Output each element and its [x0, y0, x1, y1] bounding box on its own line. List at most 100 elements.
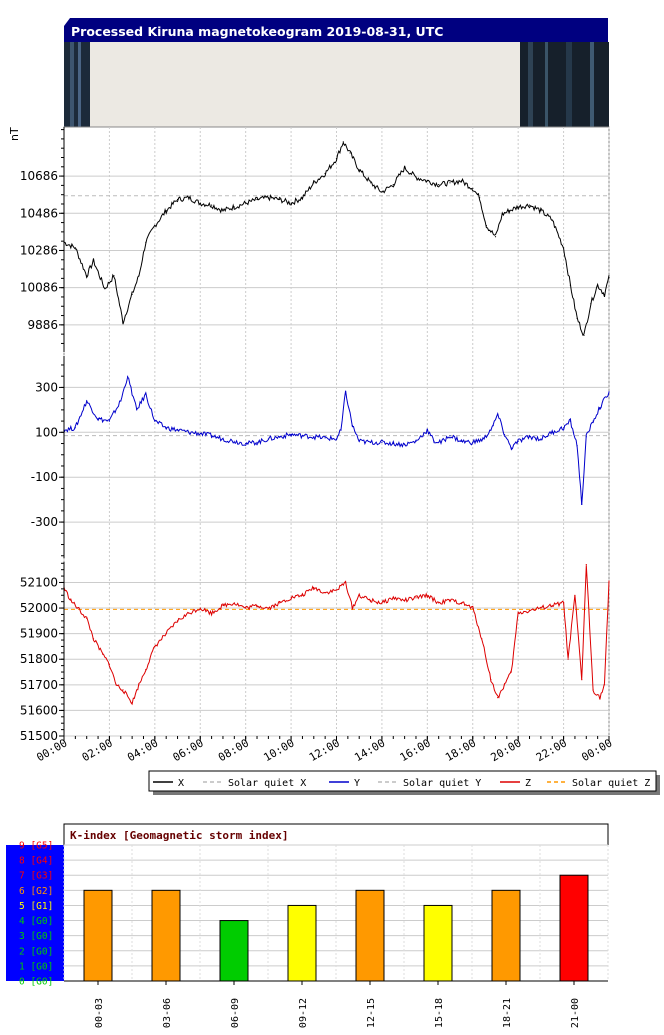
k-scale-label: 4 [G0]: [19, 916, 53, 927]
title-bar-bg: [64, 18, 608, 42]
data-point-x: [381, 191, 383, 193]
data-point-y: [245, 442, 247, 445]
x-tick-label: 14:00: [352, 736, 387, 764]
data-point-x: [501, 213, 503, 215]
data-point-z: [256, 604, 258, 607]
x-tick-label: 22:00: [534, 736, 569, 764]
data-point-z: [567, 658, 569, 660]
data-point-x: [92, 260, 95, 262]
data-panels: 9886 10086 10286 10486 10686 -300 -100 100 300 51…: [20, 127, 610, 743]
data-point-y: [381, 441, 383, 443]
data-point-z: [517, 612, 519, 614]
data-point-y: [404, 444, 406, 446]
x-tick-label: 20:00: [488, 736, 523, 764]
data-point-y: [528, 436, 531, 438]
panel-z: 51500 51600 51700 51800 51900 52000 52100: [20, 562, 610, 743]
data-point-x: [597, 284, 599, 286]
data-point-y: [176, 429, 179, 431]
data-point-x: [154, 225, 156, 227]
data-point-z: [528, 610, 531, 612]
data-point-y: [563, 427, 565, 429]
k-scale-label: 6 [G2]: [19, 886, 53, 897]
data-point-z: [267, 607, 269, 609]
data-point-x: [313, 182, 315, 184]
y-tick-label: 52100: [20, 575, 58, 589]
keogram-right-streak: [590, 42, 594, 127]
data-point-z: [404, 599, 406, 602]
data-point-z: [108, 663, 110, 666]
data-point-y: [324, 437, 326, 439]
legend-item: Z: [500, 778, 531, 789]
k-index-title: K-index [Geomagnetic storm index]: [70, 829, 289, 842]
k-scale-label: 7 [G3]: [19, 871, 53, 882]
data-point-x: [576, 317, 578, 320]
data-point-x: [267, 197, 269, 199]
legend: X Solar quiet X Y Solar quiet Y Z Solar quiet…: [148, 770, 660, 795]
data-point-y: [340, 429, 342, 431]
data-point-z: [392, 597, 394, 599]
data-point-z: [131, 702, 133, 704]
data-point-z: [70, 599, 72, 602]
data-point-x: [145, 241, 147, 243]
x-tick-label: 12:00: [307, 736, 342, 764]
y-tick-label: 10086: [20, 281, 58, 295]
keogram-background: [64, 42, 609, 127]
keogram-strip: [64, 42, 609, 127]
data-point-y: [290, 434, 292, 436]
chart-title: Processed Kiruna magnetokeogram 2019-08-…: [71, 24, 443, 39]
data-point-x: [551, 219, 553, 221]
k-category-label: 18-21: [502, 998, 513, 1028]
data-point-z: [581, 679, 583, 681]
panel-y: -300 -100 100 300: [31, 356, 610, 558]
data-point-x: [508, 210, 510, 212]
data-point-x: [449, 182, 451, 184]
data-point-z: [574, 594, 576, 596]
data-point-z: [540, 607, 542, 609]
k-category-label: 03-06: [162, 998, 173, 1028]
k-index-bar: [491, 889, 521, 982]
keogram-right-image: [520, 42, 609, 127]
data-point-y: [154, 420, 156, 422]
data-point-x: [608, 277, 610, 279]
k-index-bar: [559, 874, 589, 982]
data-point-z: [245, 607, 247, 609]
title-bar: Processed Kiruna magnetokeogram 2019-08-…: [64, 18, 608, 42]
data-point-z: [279, 602, 281, 604]
y-tick-label: 300: [35, 380, 58, 394]
data-point-y: [335, 438, 338, 440]
data-point-z: [77, 607, 79, 609]
data-point-x: [583, 334, 585, 336]
k-category-label: 21-00: [570, 998, 581, 1028]
k-index-bar: [287, 904, 317, 982]
data-point-z: [301, 594, 303, 596]
data-point-y: [301, 435, 303, 437]
x-tick-label: 08:00: [216, 736, 251, 764]
data-point-x: [540, 210, 542, 212]
legend-label: Y: [354, 778, 360, 789]
data-point-z: [563, 602, 565, 604]
data-point-x: [569, 284, 572, 286]
data-point-z: [503, 684, 506, 686]
data-point-x: [104, 288, 106, 290]
k-index-bar: [151, 889, 181, 982]
data-point-y: [97, 418, 99, 420]
data-point-x: [256, 198, 258, 201]
data-point-z: [381, 602, 383, 604]
data-point-y: [358, 440, 360, 442]
data-point-y: [569, 420, 572, 422]
data-point-z: [510, 671, 512, 673]
y-tick-label: 10686: [20, 169, 58, 183]
y-tick-label: 51900: [20, 627, 58, 641]
k-index-bar: [83, 889, 113, 982]
k-scale-label: 0 [G0]: [19, 977, 53, 988]
data-point-x: [122, 321, 124, 323]
data-point-z: [351, 607, 353, 609]
data-point-z: [92, 638, 95, 640]
data-point-z: [438, 602, 440, 604]
data-point-y: [472, 441, 474, 443]
data-point-x: [233, 206, 235, 208]
data-point-x: [404, 167, 406, 169]
data-point-x: [86, 275, 88, 277]
k-scale-label: 5 [G1]: [19, 901, 53, 912]
y-tick-label: 10486: [20, 206, 58, 220]
